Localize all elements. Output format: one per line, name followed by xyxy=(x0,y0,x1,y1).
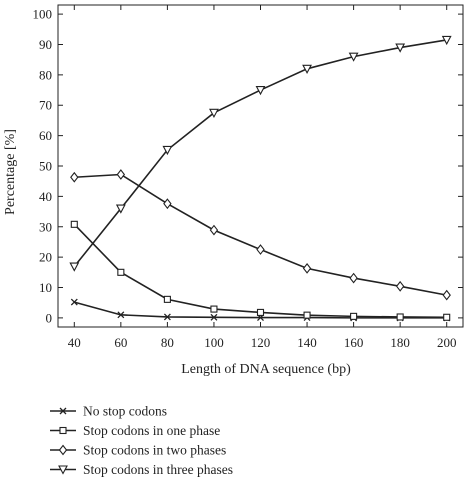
legend-item-4: Stop codons in three phases xyxy=(50,462,233,477)
y-tick-label: 60 xyxy=(39,128,52,143)
series-2 xyxy=(70,220,451,321)
y-tick-label: 70 xyxy=(39,98,52,113)
data-point xyxy=(350,312,358,320)
legend-marker xyxy=(58,465,68,475)
data-point xyxy=(349,272,358,284)
y-tick-label: 10 xyxy=(39,280,52,295)
data-point xyxy=(163,313,171,321)
y-tick-label: 100 xyxy=(33,7,53,22)
series-3 xyxy=(70,169,451,301)
y-tick-label: 40 xyxy=(39,189,52,204)
data-point xyxy=(162,145,173,156)
data-point xyxy=(117,311,125,319)
series-line xyxy=(73,223,447,319)
x-tick-label: 120 xyxy=(251,335,271,350)
y-axis-label: Percentage [%] xyxy=(3,129,18,215)
data-point xyxy=(115,204,126,214)
data-point xyxy=(395,43,406,53)
legend-marker xyxy=(58,444,68,456)
data-point xyxy=(256,244,265,255)
x-tick-label: 60 xyxy=(114,335,127,350)
legend-label: Stop codons in one phase xyxy=(83,423,220,438)
data-point xyxy=(443,313,451,321)
data-point xyxy=(209,224,219,236)
legend-marker xyxy=(59,407,67,415)
data-point xyxy=(395,280,405,292)
data-point xyxy=(70,220,78,228)
legend-item-1: No stop codons xyxy=(50,404,167,419)
data-point xyxy=(396,313,404,321)
data-point xyxy=(209,108,219,119)
y-tick-label: 30 xyxy=(39,219,52,234)
y-tick-label: 20 xyxy=(39,250,52,265)
data-point xyxy=(302,262,312,274)
x-tick-label: 200 xyxy=(437,335,457,350)
data-point xyxy=(210,305,218,313)
legend-label: Stop codons in two phases xyxy=(83,443,226,458)
y-tick-label: 50 xyxy=(39,159,52,174)
data-point xyxy=(441,35,452,46)
series-line xyxy=(73,39,447,268)
data-point xyxy=(255,86,266,96)
x-tick-label: 100 xyxy=(204,335,224,350)
x-tick-label: 140 xyxy=(297,335,317,350)
legend-marker xyxy=(59,426,67,435)
x-tick-label: 80 xyxy=(161,335,174,350)
y-tick-label: 90 xyxy=(39,37,52,52)
data-point xyxy=(163,198,172,210)
x-tick-label: 180 xyxy=(390,335,410,350)
data-point xyxy=(302,64,312,74)
data-point xyxy=(69,262,80,272)
data-point xyxy=(70,298,78,306)
legend-label: Stop codons in three phases xyxy=(83,462,233,477)
data-point xyxy=(117,268,125,276)
data-point xyxy=(303,311,311,319)
series-4 xyxy=(69,35,452,272)
legend-label: No stop codons xyxy=(83,404,167,419)
y-tick-label: 80 xyxy=(39,67,52,82)
x-tick-label: 160 xyxy=(344,335,364,350)
data-point xyxy=(116,169,126,180)
x-axis-label: Length of DNA sequence (bp) xyxy=(181,362,351,377)
series-layer xyxy=(69,35,452,322)
legend-item-3: Stop codons in two phases xyxy=(50,443,226,458)
data-point xyxy=(210,313,218,321)
x-tick-label: 40 xyxy=(68,335,81,350)
data-point xyxy=(163,295,171,303)
data-point xyxy=(256,308,265,316)
legend: No stop codons Stop codons in one phase St… xyxy=(50,404,233,477)
data-point xyxy=(348,52,359,62)
plot-axes: 40 60 80 100 120 140 160 180 200 0 10 20 30 40 50 60 70 8… xyxy=(33,4,464,350)
legend-item-2: Stop codons in one phase xyxy=(50,423,220,438)
plot-frame xyxy=(57,4,464,328)
y-tick-label: 0 xyxy=(46,310,53,325)
data-point xyxy=(442,289,451,301)
data-point xyxy=(70,171,79,183)
